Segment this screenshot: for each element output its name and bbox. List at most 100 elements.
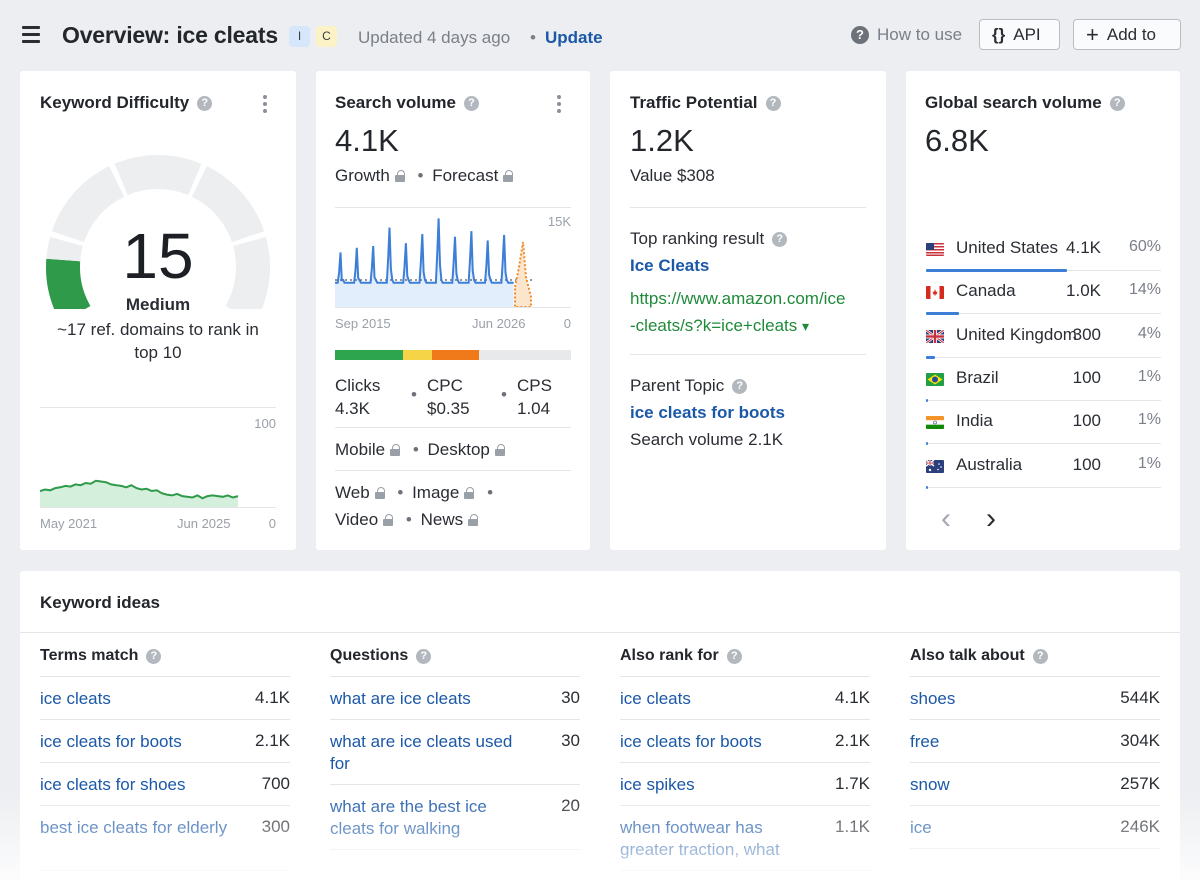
sv-trend-line: [335, 218, 514, 284]
country-share-bar: [926, 442, 929, 446]
keyword-ideas-panel: Keyword ideas Terms match? ice cleats 4.1K…: [20, 571, 1180, 880]
help-icon[interactable]: ?: [463, 95, 479, 111]
keyword-row: what are ice cleats 30: [330, 677, 580, 720]
help-icon[interactable]: ?: [732, 378, 748, 394]
help-icon[interactable]: ?: [1109, 95, 1125, 111]
keyword-link[interactable]: what are ice cleats: [330, 689, 471, 708]
forecast-label: Forecast: [432, 166, 499, 185]
gsv-title-label: Global search volume: [925, 93, 1102, 112]
keyword-volume: 544K: [1120, 688, 1160, 707]
click-distribution-segment: [431, 350, 479, 360]
keyword-link[interactable]: ice: [910, 818, 932, 837]
help-icon[interactable]: ?: [197, 95, 213, 111]
keyword-link[interactable]: what are the best ice cleats for walking: [330, 797, 487, 838]
chart-baseline: [335, 307, 571, 308]
flag-ca-icon: [926, 286, 944, 300]
braces-icon: {}: [992, 24, 1006, 44]
keyword-link[interactable]: shoes: [910, 689, 956, 708]
top-ranking-label-text: Top ranking result: [630, 229, 765, 248]
next-page-icon[interactable]: ›: [986, 502, 996, 535]
sv-date-start: Sep 2015: [335, 316, 391, 331]
help-icon[interactable]: ?: [765, 95, 781, 111]
update-link[interactable]: Update: [545, 28, 603, 47]
clicks-value: 4.3K: [335, 399, 370, 418]
flag-gb-icon: [926, 329, 944, 343]
kd-date-end: Jun 2025: [177, 516, 231, 531]
how-to-use-link[interactable]: ? How to use: [851, 25, 962, 45]
help-icon[interactable]: ?: [726, 648, 742, 664]
help-icon: ?: [851, 26, 869, 44]
gauge-segment-empty: [225, 236, 270, 309]
gsv-title: Global search volume ?: [925, 93, 1125, 113]
lock-icon: [464, 487, 475, 499]
plus-icon: +: [1086, 21, 1099, 47]
caret-down-icon[interactable]: ▾: [801, 318, 810, 334]
country-row-ca[interactable]: Canada 1.0K 14%: [926, 271, 1161, 316]
country-row-us[interactable]: United States 4.1K 60%: [926, 228, 1161, 272]
parent-topic-link[interactable]: ice cleats for boots: [630, 403, 785, 422]
keyword-link[interactable]: free: [910, 732, 940, 751]
country-share: 4%: [1137, 324, 1161, 342]
lock-icon: [383, 514, 394, 526]
api-button[interactable]: {} API: [979, 19, 1060, 50]
column-header[interactable]: Also rank for?: [620, 647, 742, 665]
keyword-link[interactable]: ice cleats for boots: [620, 732, 762, 751]
keyword-link[interactable]: ice cleats for shoes: [40, 775, 186, 794]
country-volume: 300: [1072, 324, 1101, 344]
updated-text: Updated 4 days ago: [358, 28, 511, 47]
keyword-link[interactable]: snow: [910, 775, 950, 794]
keyword-volume: 20: [561, 796, 580, 815]
divider: [630, 207, 866, 208]
lock-icon: [374, 487, 385, 499]
column-header[interactable]: Terms match?: [40, 647, 162, 665]
lock-icon: [503, 170, 514, 182]
kd-score: 15: [122, 220, 194, 292]
kd-gauge: [46, 155, 270, 309]
keyword-volume: 700: [261, 774, 290, 793]
keyword-link[interactable]: ice cleats for boots: [40, 732, 182, 751]
country-row-in[interactable]: India 100 1%: [926, 401, 1161, 446]
how-to-use-label: How to use: [877, 25, 963, 44]
country-name: Canada: [956, 281, 1016, 301]
cps-metric: CPS 1.04: [517, 374, 552, 420]
column-header[interactable]: Also talk about?: [910, 647, 1048, 665]
help-icon[interactable]: ?: [146, 648, 162, 664]
flag-in-icon: [926, 416, 944, 430]
keyword-link[interactable]: when footwear has greater traction, what: [620, 818, 780, 859]
more-options-icon[interactable]: [263, 95, 267, 116]
top-ranking-url-link[interactable]: https://www.amazon.com/ice -cleats/s?k=i…: [630, 285, 870, 340]
country-row-gb[interactable]: United Kingdom 300 4%: [926, 315, 1161, 359]
separator-dot: •: [530, 28, 536, 47]
help-icon[interactable]: ?: [772, 231, 788, 247]
keyword-row: shoes 544K: [910, 677, 1160, 720]
more-options-icon[interactable]: [557, 95, 561, 116]
sv-growth: Growth • Forecast: [335, 166, 514, 186]
column-header[interactable]: Questions?: [330, 647, 432, 665]
keyword-link[interactable]: best ice cleats for elderly: [40, 818, 228, 837]
click-distribution-segment: [478, 350, 571, 360]
country-row-au[interactable]: Australia 100 1%: [926, 445, 1161, 489]
menu-icon[interactable]: [22, 26, 40, 43]
keyword-volume: 2.1K: [255, 731, 290, 750]
keyword-volume: 304K: [1120, 731, 1160, 750]
keyword-link[interactable]: ice cleats: [40, 689, 111, 708]
keyword-volume: 300: [261, 817, 290, 836]
keyword-link[interactable]: what are ice cleats used for: [330, 732, 513, 773]
add-to-button[interactable]: + Add to: [1073, 19, 1181, 50]
country-share: 1%: [1137, 454, 1161, 472]
keyword-row: best ice cleats for elderly 300: [40, 806, 290, 871]
keyword-link[interactable]: ice cleats: [620, 689, 691, 708]
country-row-br[interactable]: Brazil 100 1%: [926, 358, 1161, 402]
help-icon[interactable]: ?: [1032, 648, 1048, 664]
country-volume: 1.0K: [1066, 281, 1101, 301]
country-share-bar: [926, 312, 959, 316]
help-icon[interactable]: ?: [416, 648, 432, 664]
click-distribution-segment: [403, 350, 432, 360]
kd-axis-max: 100: [254, 416, 276, 431]
prev-page-icon[interactable]: ‹: [941, 502, 951, 535]
country-share-bar: [926, 269, 1067, 272]
kd-title: Keyword Difficulty ?: [40, 93, 213, 113]
top-ranking-title-link[interactable]: Ice Cleats: [630, 256, 710, 275]
keyword-link[interactable]: ice spikes: [620, 775, 695, 794]
lock-icon: [390, 444, 401, 456]
